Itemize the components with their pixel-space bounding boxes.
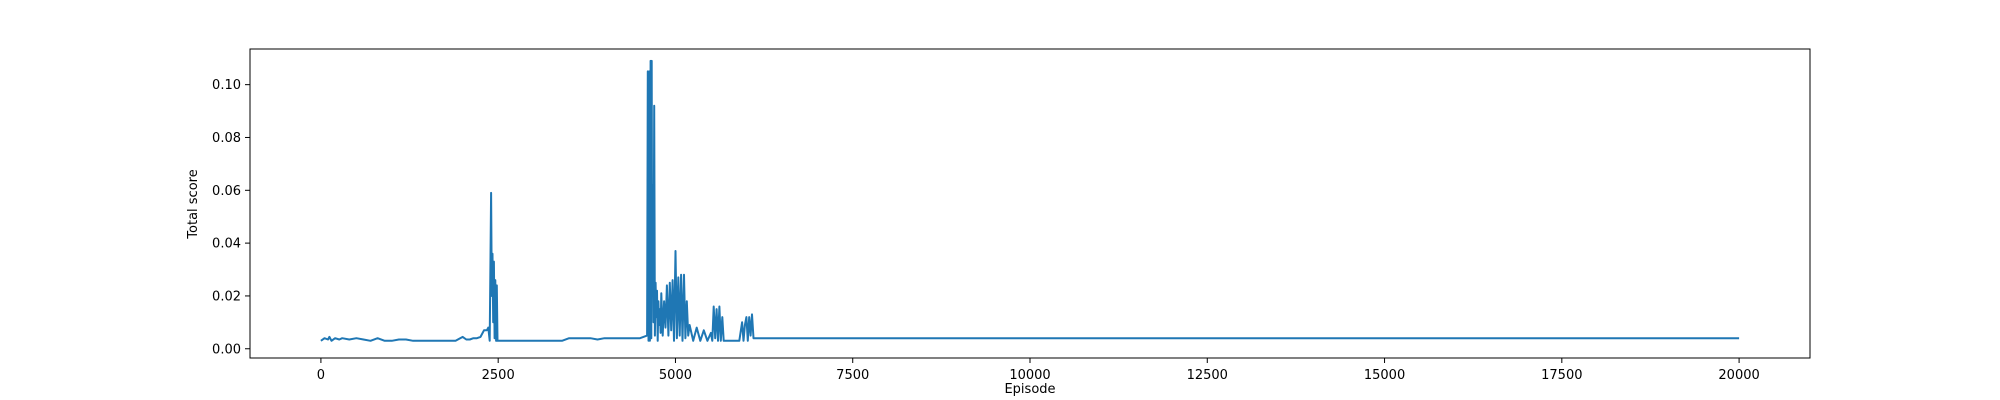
y-tick-label: 0.02 [212,289,241,304]
x-axis-label: Episode [1004,382,1055,397]
x-tick-label: 15000 [1364,368,1405,383]
x-tick-label: 10000 [1009,368,1050,383]
y-tick-label: 0.08 [212,131,241,146]
x-tick-label: 0 [317,368,325,383]
y-tick-label: 0.06 [212,184,241,199]
y-axis-label: Total score [186,169,201,239]
y-tick-label: 0.10 [212,78,241,93]
x-tick-label: 5000 [659,368,692,383]
series-line-0 [320,59,1740,342]
y-axis: 0.00 0.02 0.04 0.06 0.08 0.10 [212,78,250,357]
plot-area [320,59,1740,342]
x-axis: 0 2500 5000 7500 10000 12500 15000 17500 20000 [317,358,1760,383]
x-tick-label: 17500 [1541,368,1582,383]
plot-frame [249,48,1811,359]
y-tick-label: 0.04 [212,237,241,252]
y-tick-label: 0.00 [212,342,241,357]
x-tick-label: 20000 [1718,368,1759,383]
x-tick-label: 12500 [1187,368,1228,383]
x-tick-label: 7500 [836,368,869,383]
x-tick-label: 2500 [482,368,515,383]
